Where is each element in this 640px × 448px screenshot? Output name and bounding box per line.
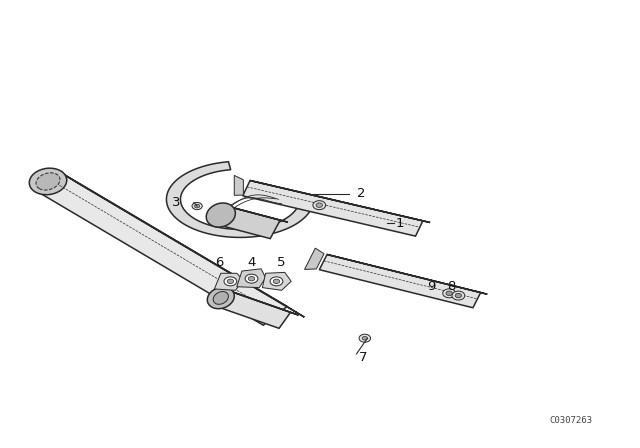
Circle shape [248,276,255,281]
Ellipse shape [207,287,234,309]
Circle shape [245,274,258,283]
Polygon shape [216,206,280,239]
Circle shape [443,289,456,298]
Circle shape [224,277,237,286]
Polygon shape [319,254,481,308]
Ellipse shape [213,292,228,304]
Text: 9: 9 [428,280,436,293]
Text: 4: 4 [247,256,256,270]
Polygon shape [226,206,288,222]
Text: 7: 7 [358,351,367,364]
Polygon shape [250,181,430,223]
Ellipse shape [29,168,67,195]
Circle shape [362,336,367,340]
Polygon shape [234,175,243,195]
Circle shape [195,204,200,208]
Circle shape [446,291,452,296]
Circle shape [452,291,465,300]
Text: 8: 8 [447,280,455,293]
Circle shape [316,203,323,207]
Polygon shape [262,272,291,290]
Polygon shape [166,162,313,237]
Circle shape [359,334,371,342]
Circle shape [273,279,280,284]
Text: 3: 3 [172,196,180,209]
Circle shape [455,293,461,298]
Polygon shape [243,181,423,236]
Text: C0307263: C0307263 [549,416,592,425]
Polygon shape [305,248,324,269]
Text: 6: 6 [215,256,224,270]
Polygon shape [327,254,487,294]
Circle shape [192,202,202,210]
Polygon shape [227,290,298,315]
Polygon shape [36,172,287,325]
Polygon shape [237,269,266,288]
Text: 1: 1 [396,216,404,230]
Text: 5: 5 [277,256,286,270]
Polygon shape [215,290,291,328]
Ellipse shape [206,203,236,227]
Circle shape [313,201,326,210]
Ellipse shape [36,173,60,190]
Polygon shape [214,273,243,290]
Polygon shape [60,172,305,317]
Text: 2: 2 [357,187,365,200]
Circle shape [270,277,283,286]
Circle shape [227,279,234,284]
